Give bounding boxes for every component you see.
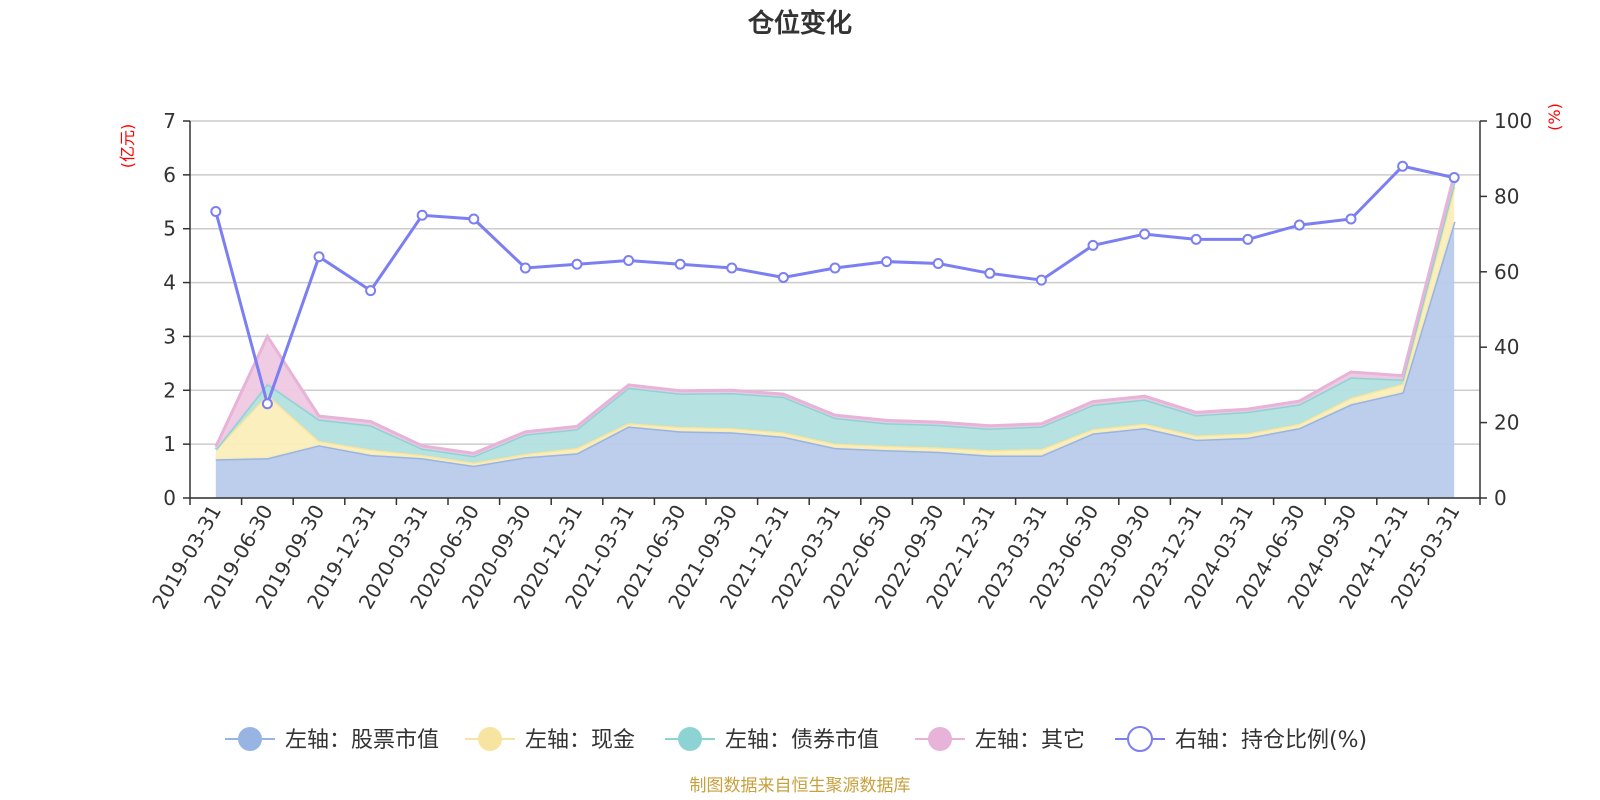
holding-ratio-point bbox=[313, 251, 325, 263]
legend-item-5[interactable]: 右轴：持仓比例(%) bbox=[1115, 726, 1367, 753]
right-tick-label: 0 bbox=[1494, 486, 1507, 510]
left-tick-label: 0 bbox=[163, 486, 176, 510]
holding-ratio-line bbox=[214, 164, 1455, 409]
left-tick-label: 3 bbox=[163, 324, 176, 348]
right-tick-label: 60 bbox=[1494, 260, 1519, 284]
holding-ratio-point bbox=[519, 262, 531, 274]
holding-ratio-point bbox=[571, 258, 583, 270]
holding-ratio-point bbox=[1035, 274, 1047, 286]
holding-ratio-point bbox=[1293, 219, 1305, 231]
legend-label: 左轴：现金 bbox=[525, 728, 635, 753]
holding-ratio-point bbox=[674, 258, 686, 270]
legend-item-2[interactable]: 左轴：现金 bbox=[465, 727, 635, 753]
holding-ratio-point bbox=[623, 254, 635, 266]
right-tick-label: 40 bbox=[1494, 335, 1519, 359]
left-axis-unit: (亿元) bbox=[118, 124, 137, 169]
left-tick-label: 1 bbox=[163, 432, 176, 456]
holding-ratio-point bbox=[416, 209, 428, 221]
holding-ratio-point bbox=[1242, 233, 1254, 245]
holding-ratio-point bbox=[468, 213, 480, 225]
holding-ratio-point bbox=[984, 267, 996, 279]
left-tick-label: 7 bbox=[163, 109, 176, 133]
legend-marker bbox=[928, 727, 952, 751]
legend-label: 左轴：股票市值 bbox=[285, 728, 439, 753]
holding-ratio-point bbox=[932, 258, 944, 270]
holding-ratio-point bbox=[1087, 239, 1099, 251]
holding-ratio-point bbox=[726, 262, 738, 274]
left-tick-label: 6 bbox=[163, 163, 176, 187]
legend-label: 左轴：其它 bbox=[975, 728, 1085, 753]
legend-marker bbox=[678, 727, 702, 751]
legend-item-4[interactable]: 左轴：其它 bbox=[915, 727, 1085, 753]
holding-ratio-point bbox=[881, 256, 893, 268]
area-series-4-line bbox=[214, 174, 1456, 455]
holding-ratio-point bbox=[1448, 172, 1460, 184]
holding-ratio-point bbox=[1139, 228, 1151, 240]
holding-ratio-point bbox=[261, 398, 273, 410]
holding-ratio-point bbox=[365, 285, 377, 297]
legend: 左轴：股票市值 左轴：现金 左轴：债券市值 左轴：其它 右轴：持仓比例(%) bbox=[225, 726, 1367, 753]
legend-item-3[interactable]: 左轴：债券市值 bbox=[665, 727, 879, 753]
holding-ratio-point bbox=[210, 205, 222, 217]
holding-ratio-point bbox=[1190, 233, 1202, 245]
left-tick-label: 2 bbox=[163, 378, 176, 402]
right-tick-label: 80 bbox=[1494, 184, 1519, 208]
holding-ratio-point bbox=[829, 262, 841, 274]
right-axis-unit: (%) bbox=[1545, 103, 1564, 131]
holding-ratio-point bbox=[1345, 213, 1357, 225]
legend-marker bbox=[238, 727, 262, 751]
chart-title: 仓位变化 bbox=[747, 8, 852, 39]
right-tick-label: 100 bbox=[1494, 109, 1532, 133]
right-tick-label: 20 bbox=[1494, 411, 1519, 435]
area-series-3 bbox=[215, 182, 1455, 463]
holding-ratio-point bbox=[777, 271, 789, 283]
legend-label: 左轴：债券市值 bbox=[725, 728, 879, 753]
holding-ratio-point bbox=[1397, 160, 1409, 172]
holding-ratio-series bbox=[210, 160, 1460, 410]
left-tick-label: 5 bbox=[163, 217, 176, 241]
axes: 012345670204060801002019-03-312019-06-30… bbox=[147, 109, 1532, 613]
legend-label: 右轴：持仓比例(%) bbox=[1175, 728, 1367, 753]
legend-marker bbox=[478, 727, 502, 751]
stacked-areas bbox=[214, 174, 1456, 498]
legend-item-1[interactable]: 左轴：股票市值 bbox=[225, 727, 439, 753]
left-tick-label: 4 bbox=[163, 271, 176, 295]
legend-marker bbox=[1127, 726, 1153, 752]
data-source-note: 制图数据来自恒生聚源数据库 bbox=[690, 776, 911, 796]
